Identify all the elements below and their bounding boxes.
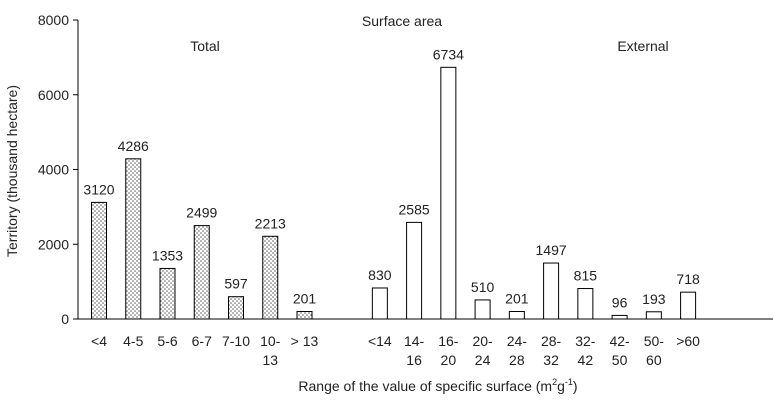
bar-external-5 (543, 262, 560, 320)
bar-total-5 (262, 235, 279, 320)
data-label: 830 (368, 267, 392, 283)
x-tick-label: 50 (612, 352, 628, 368)
x-tick-label: 20- (472, 333, 493, 349)
bar-external-4 (508, 310, 525, 320)
x-tick-label: 20 (441, 352, 457, 368)
y-axis-label: Territory (thousand hectare) (4, 85, 20, 257)
x-axis-label-text: Range of the value of specific surface (… (298, 378, 552, 394)
data-label: 201 (293, 290, 317, 306)
x-tick-label: > 13 (291, 333, 319, 349)
y-tick-label: 2000 (38, 236, 69, 252)
y-tick-label: 0 (61, 311, 69, 327)
data-label: 96 (612, 294, 628, 310)
x-tick-label: 42- (609, 333, 630, 349)
data-label: 2585 (399, 201, 430, 217)
y-axis: 0 2000 4000 6000 8000 (38, 12, 79, 327)
bar-total-0 (91, 201, 107, 320)
bar-external-6 (577, 288, 594, 320)
data-label: 718 (676, 271, 700, 287)
x-tick-labels: <4 4-5 5-6 6-7 7-10 10- 13 > 13 <14 14- 16 16- 20 20-… (91, 333, 700, 368)
x-tick-label: 42 (578, 352, 594, 368)
x-tick-label: 6-7 (192, 333, 212, 349)
x-tick-label: 7-10 (222, 333, 250, 349)
data-label: 1497 (536, 242, 567, 258)
data-label: 2213 (255, 215, 286, 231)
group-label-total: Total (190, 38, 220, 54)
bar-total-2 (159, 267, 176, 320)
x-axis-label-end: ) (573, 378, 578, 394)
x-tick-label: 28 (509, 352, 525, 368)
x-axis-label: Range of the value of specific surface (… (298, 377, 577, 394)
data-label: 1353 (152, 247, 183, 263)
bar-external-8 (645, 311, 662, 320)
data-label: 815 (574, 268, 598, 284)
bars (91, 66, 697, 320)
x-tick-label: 50- (644, 333, 665, 349)
x-tick-label: 28- (541, 333, 562, 349)
x-tick-label: 24- (507, 333, 528, 349)
x-tick-label: >60 (676, 333, 700, 349)
bar-external-0 (371, 287, 388, 320)
x-axis-label-sup2: -1 (565, 377, 573, 387)
y-tick-label: 6000 (38, 87, 69, 103)
y-tick-label: 4000 (38, 162, 69, 178)
y-tick-label: 8000 (38, 12, 69, 28)
x-axis-label-mid: g (557, 378, 565, 394)
data-label: 4286 (118, 138, 149, 154)
bar-total-3 (193, 225, 210, 320)
x-tick-label: 5-6 (157, 333, 177, 349)
x-tick-label: 24 (475, 352, 491, 368)
data-label: 510 (471, 279, 495, 295)
x-tick-label: 60 (646, 352, 662, 368)
bar-total-6 (296, 310, 313, 320)
chart-title: Surface area (362, 13, 442, 29)
bar-external-9 (680, 291, 697, 320)
x-tick-label: 32 (543, 352, 559, 368)
data-label: 201 (505, 290, 529, 306)
x-tick-label: 10- (260, 333, 281, 349)
x-tick-label: 16- (438, 333, 459, 349)
x-tick-label: 16 (406, 352, 422, 368)
x-tick-label: 32- (575, 333, 596, 349)
x-tick-label: 4-5 (123, 333, 143, 349)
group-label-external: External (617, 38, 668, 54)
data-label: 6734 (433, 46, 464, 62)
data-label: 2499 (186, 205, 217, 221)
data-label: 193 (642, 291, 666, 307)
x-tick-label: 14- (404, 333, 425, 349)
x-tick-label: <14 (368, 333, 392, 349)
bar-external-1 (406, 221, 423, 320)
value-labels: 3120 4286 1353 2499 597 2213 201 830 2585 6734 510… (83, 46, 700, 310)
bar-external-3 (474, 299, 491, 320)
bar-total-4 (228, 296, 244, 320)
bar-total-1 (125, 158, 142, 320)
bar-external-7 (611, 314, 628, 320)
x-tick-label: <4 (91, 333, 107, 349)
x-axis-label-sup1: 2 (552, 377, 557, 387)
data-label: 597 (224, 276, 248, 292)
bar-external-2 (440, 66, 457, 320)
x-tick-label: 13 (262, 352, 278, 368)
data-label: 3120 (83, 181, 114, 197)
